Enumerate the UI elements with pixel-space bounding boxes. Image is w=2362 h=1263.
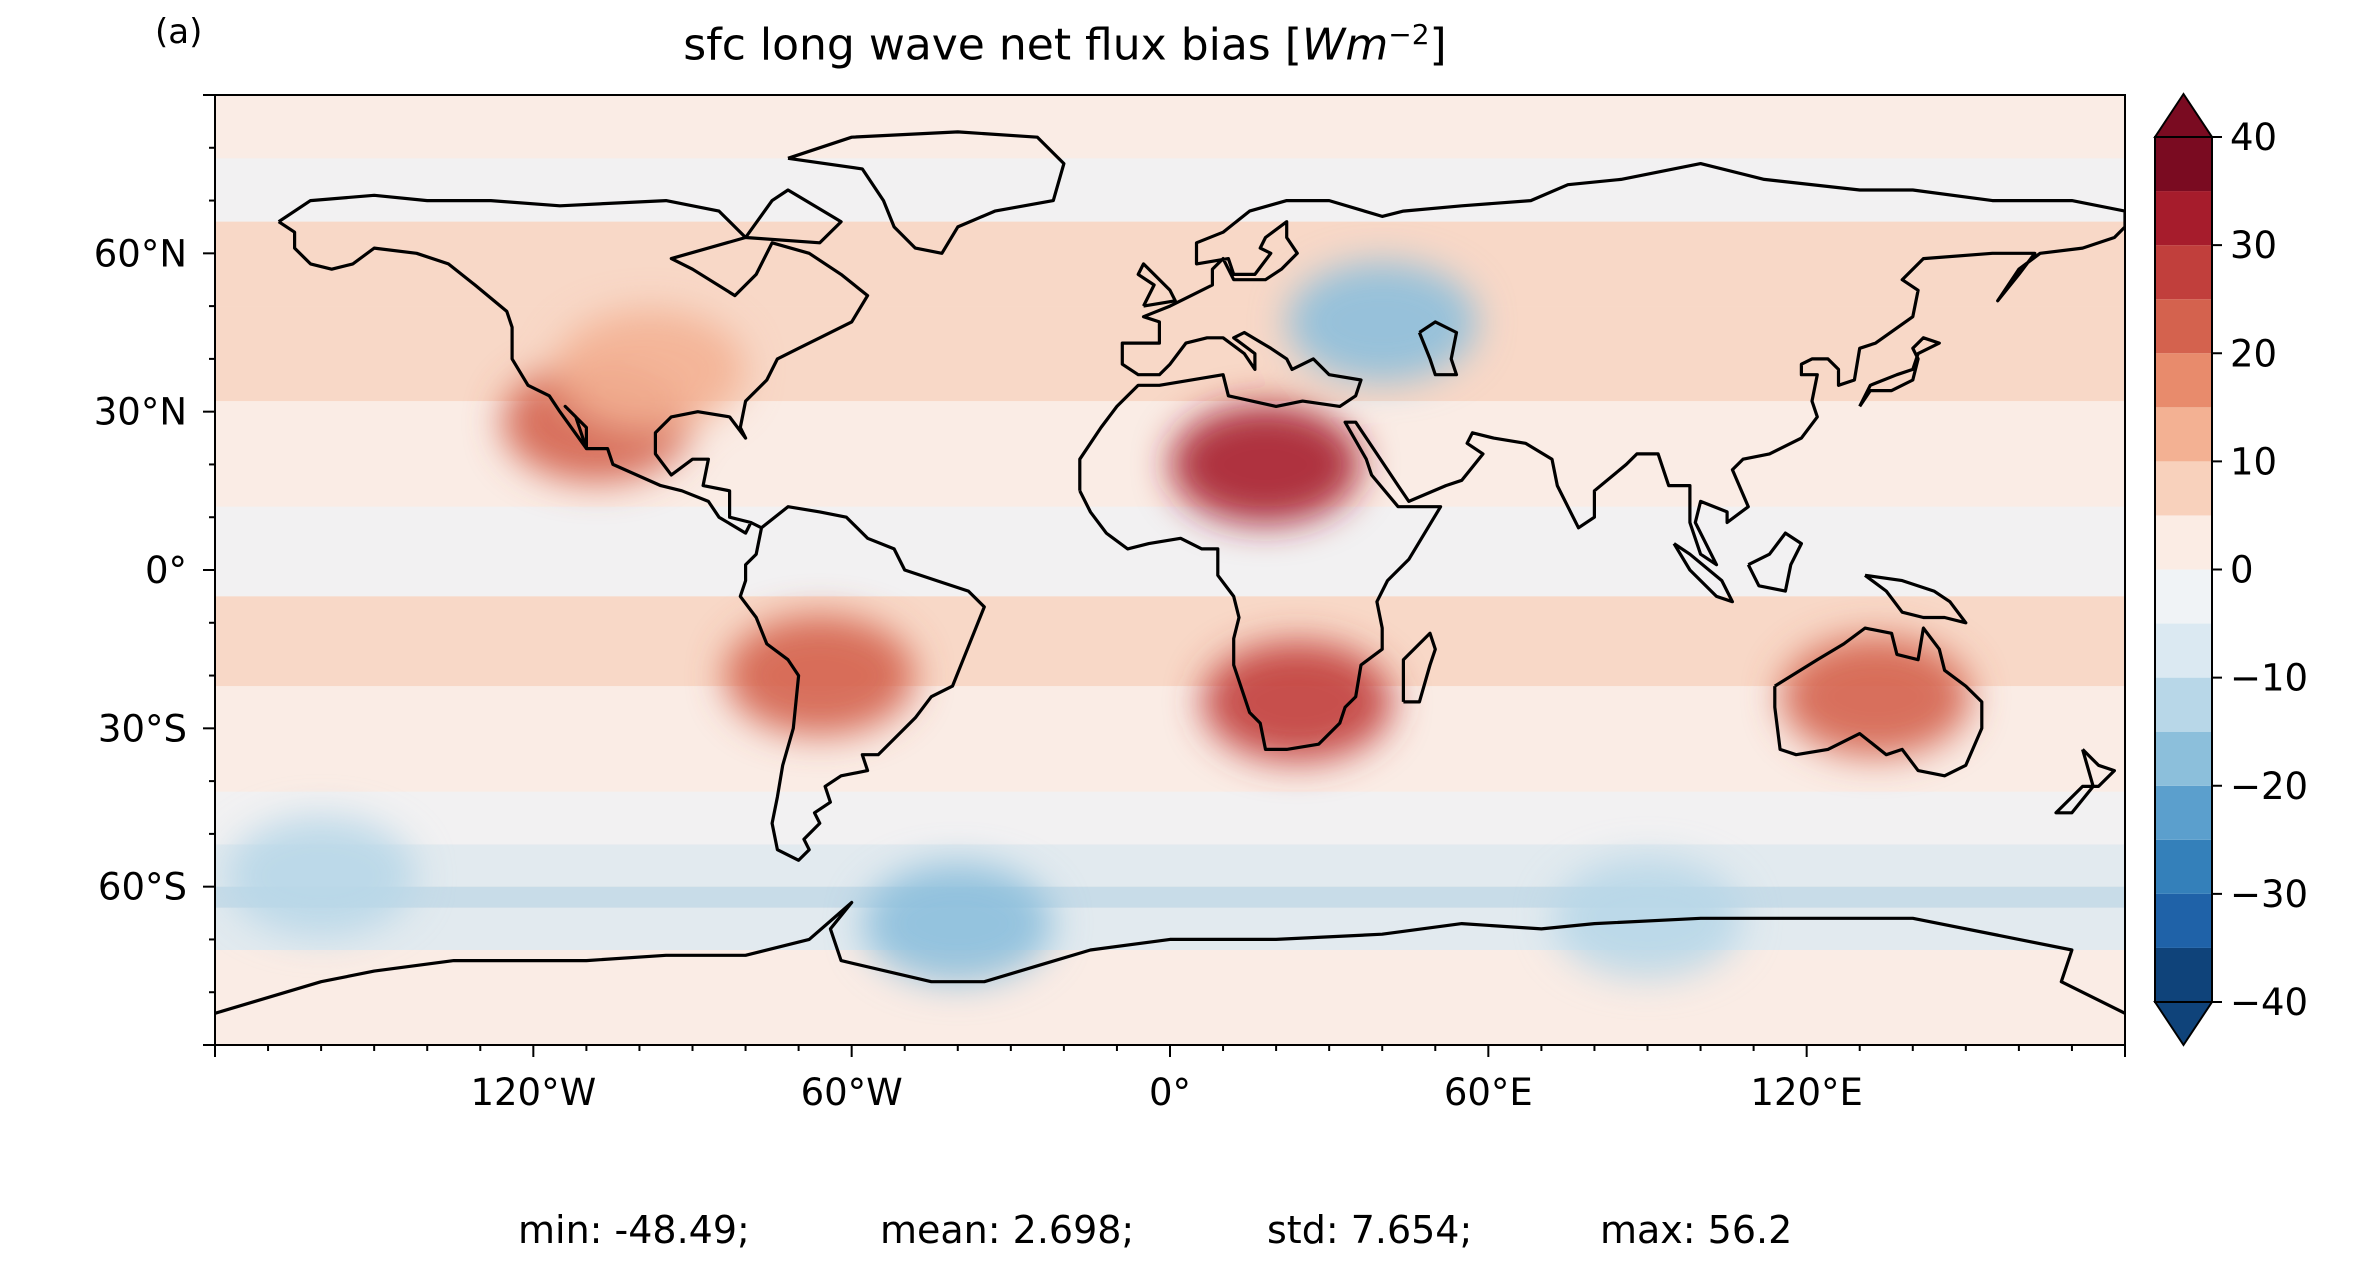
latitude-band	[215, 950, 2125, 1045]
stat-mean: mean: 2.698;	[880, 1208, 1135, 1252]
colorbar-segment	[2155, 299, 2212, 354]
y-tick-label: 60°S	[98, 866, 187, 909]
colorbar-extend-min	[2153, 1001, 2214, 1047]
colorbar-segment	[2155, 353, 2212, 408]
latitude-band	[215, 95, 2125, 159]
colorbar-tick-label: 0	[2230, 549, 2254, 592]
colorbar-segment	[2155, 461, 2212, 516]
coastline-greenland	[787, 130, 1066, 255]
colorbar-tick-label: 20	[2230, 332, 2277, 375]
x-tick-label: 60°E	[1444, 1071, 1533, 1114]
region-anomaly	[1170, 404, 1361, 525]
stat-min: min: -48.49;	[518, 1208, 750, 1252]
colorbar-segment	[2155, 839, 2212, 894]
coastline-australia	[1773, 626, 1984, 778]
panel-label: (a)	[155, 12, 203, 52]
stat-std: std: 7.654;	[1267, 1208, 1473, 1252]
y-tick-label: 0°	[145, 549, 187, 592]
y-tick-label: 60°N	[94, 232, 187, 275]
region-anomaly	[1780, 636, 1971, 757]
bias-field	[215, 95, 2125, 1045]
colorbar-tick-label: −30	[2230, 873, 2308, 916]
coastline-new-zealand	[2054, 748, 2116, 815]
x-tick-label: 120°E	[1750, 1071, 1863, 1114]
latitude-band	[215, 401, 2125, 507]
coastline-sumatra	[1672, 542, 1735, 604]
coastline-japan	[1858, 336, 1941, 408]
coastline-antarctica	[215, 900, 2125, 1015]
colorbar-tick-label: 30	[2230, 224, 2277, 267]
coastline-new-guinea	[1864, 573, 1968, 625]
colorbar-tick-label: 40	[2230, 116, 2277, 159]
x-tick-label: 0°	[1149, 1071, 1191, 1114]
coastline-madagascar	[1401, 631, 1437, 704]
colorbar-segment	[2155, 515, 2212, 570]
colorbar-segment	[2155, 947, 2212, 1002]
colorbar-segment	[2155, 623, 2212, 678]
colorbar: 40 30 20 10 0 −10 −20 −30 −40	[2153, 92, 2308, 1047]
colorbar-tick-label: −40	[2230, 981, 2308, 1024]
coastline-north-america	[277, 193, 870, 535]
coastline-borneo	[1746, 531, 1804, 593]
colorbar-segment	[2155, 677, 2212, 732]
coastline-great-britain	[1136, 262, 1177, 308]
latitude-band	[215, 506, 2125, 597]
colorbar-tick-label: −20	[2230, 765, 2308, 808]
region-anomaly	[1202, 641, 1393, 762]
map-axes: 120°W 60°W 0° 60°E 120°E 60°N 30°N 0° 30°S 60°S	[94, 94, 2126, 1114]
title-units-base: Wm	[1301, 19, 1389, 71]
colorbar-tick-label: 10	[2230, 440, 2277, 483]
region-anomaly	[862, 863, 1053, 984]
y-tick-label: 30°S	[98, 707, 187, 750]
region-anomaly	[226, 816, 417, 937]
coastline-caspian	[1417, 320, 1459, 377]
region-anomaly	[555, 309, 746, 430]
x-tick-label: 60°W	[801, 1071, 903, 1114]
title-units-exp: −2	[1388, 18, 1430, 51]
title-text: sfc long wave net flux bias [	[683, 19, 1302, 71]
region-anomaly	[1287, 261, 1478, 382]
chart-title: sfc long wave net flux bias [Wm−2]	[0, 18, 2130, 71]
coastline-africa-eurasia	[1078, 162, 2125, 752]
colorbar-segment	[2155, 407, 2212, 462]
colorbar-segment	[2155, 731, 2212, 786]
latitude-band	[215, 791, 2125, 845]
colorbar-segment	[2155, 893, 2212, 948]
colorbar-segment	[2155, 785, 2212, 840]
latitude-band	[215, 158, 2125, 222]
colorbar-segment	[2155, 569, 2212, 624]
colorbar-extend-max	[2153, 92, 2214, 138]
x-tick-label: 120°W	[470, 1071, 596, 1114]
y-tick-label: 30°N	[94, 391, 187, 434]
coastline-baffin	[744, 188, 843, 245]
region-anomaly	[1552, 858, 1743, 979]
colorbar-segment	[2155, 245, 2212, 300]
coastlines	[215, 130, 2125, 1015]
colorbar-segment	[2155, 191, 2212, 246]
stat-max: max: 56.2	[1600, 1208, 1793, 1252]
latitude-band	[215, 907, 2125, 950]
latitude-band	[215, 844, 2125, 887]
title-close: ]	[1429, 19, 1447, 71]
coastline-south-america	[738, 505, 986, 862]
colorbar-tick-label: −10	[2230, 657, 2308, 700]
region-anomaly	[724, 615, 915, 736]
colorbar-segment	[2155, 137, 2212, 192]
latitude-band	[215, 886, 2125, 908]
